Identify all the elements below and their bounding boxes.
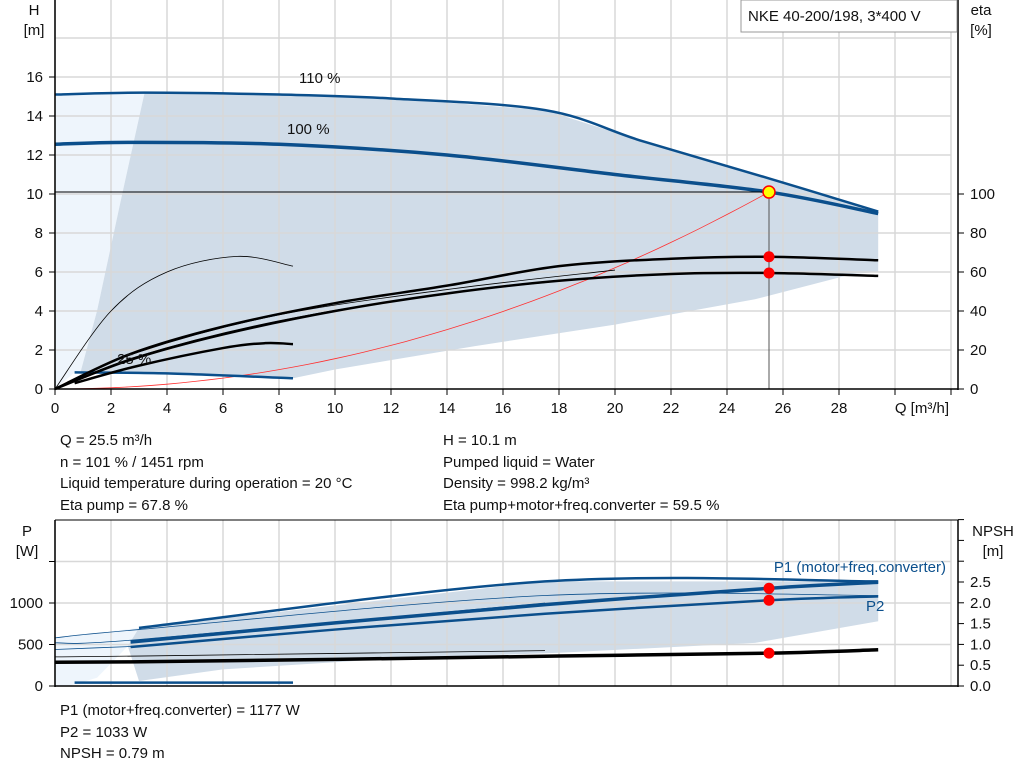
eta-curve-8: [54, 255, 294, 390]
eta-curve-7: [74, 341, 294, 385]
power-curve-5: [54, 645, 140, 650]
eta-tick-label: 80: [970, 225, 987, 242]
p2-point: [763, 594, 775, 606]
title-box: [740, 0, 958, 33]
y-tick-label: 10: [26, 186, 43, 203]
npsh-point: [763, 647, 775, 659]
eta-tick-label: 20: [970, 342, 987, 359]
p1-point: [763, 582, 775, 594]
info-liquid: Pumped liquid = Water: [443, 453, 595, 471]
p-tick-label: 1000: [10, 595, 43, 612]
x-tick-label: 22: [663, 400, 680, 417]
eta-tick-label: 100: [970, 186, 995, 203]
y-tick-label: 4: [35, 303, 43, 320]
eta-total-point: [763, 267, 775, 279]
y-axis-label: H: [29, 2, 40, 19]
x-tick-label: 12: [383, 400, 400, 417]
y-tick-label: 2: [35, 342, 43, 359]
info-top-right: H = 10.1 m Pumped liquid = Water Density…: [443, 430, 719, 516]
x-tick-label: 26: [775, 400, 792, 417]
npsh-curve-8: [54, 650, 546, 658]
npsh-tick-label: 0.5: [970, 657, 991, 674]
y-tick-label: 0: [35, 381, 43, 398]
p-tick-label: 0: [35, 678, 43, 695]
power-curve-2: [138, 576, 879, 630]
eta-tick-label: 40: [970, 303, 987, 320]
x-tick-label: 10: [327, 400, 344, 417]
info-eta-pump: Eta pump = 67.8 %: [60, 496, 188, 514]
x-tick-label: 2: [107, 400, 115, 417]
npsh-axis-unit: [m]: [983, 543, 1004, 560]
eta-tick-label: 0: [970, 381, 978, 398]
x-tick-label: 20: [607, 400, 624, 417]
x-tick-label: 24: [719, 400, 736, 417]
p-axis-label: P: [22, 523, 32, 540]
power-curve-4: [54, 602, 546, 644]
y-tick-label: 8: [35, 225, 43, 242]
npsh-tick-label: 2.5: [970, 574, 991, 591]
eta-curve-6: [54, 275, 616, 390]
info-speed: n = 101 % / 1451 rpm: [60, 453, 204, 471]
envelope-light: [55, 92, 145, 389]
x-tick-label: 18: [551, 400, 568, 417]
chart-title: NKE 40-200/198, 3*400 V: [748, 8, 921, 25]
eta-axis-label: eta: [971, 2, 993, 19]
y-tick-label: 14: [26, 108, 43, 125]
eta-curve-3: [54, 255, 879, 391]
eta-axis-unit: [%]: [970, 22, 992, 39]
eta-pump-point: [763, 251, 775, 263]
head-curve-0: [54, 91, 879, 213]
npsh-tick-label: 0.0: [970, 678, 991, 695]
bottom-envelope-light: [55, 627, 139, 686]
npsh-tick-label: 2.0: [970, 595, 991, 612]
p1-label: P1 (motor+freq.converter): [774, 559, 946, 576]
p-axis-unit: [W]: [16, 543, 39, 560]
x-tick-label: 6: [219, 400, 227, 417]
npsh-tick-label: 1.0: [970, 636, 991, 653]
info-h: H = 10.1 m: [443, 432, 517, 449]
duty-point: [762, 185, 776, 199]
info-p1: P1 (motor+freq.converter) = 1177 W: [60, 702, 300, 719]
power-curve-3: [54, 592, 879, 639]
label-110: 110 %: [299, 70, 340, 87]
info-bottom: P1 (motor+freq.converter) = 1177 W P2 = …: [60, 700, 300, 765]
x-axis-label: Q [m³/h]: [895, 400, 949, 417]
y-axis-unit: [m]: [24, 22, 45, 39]
npsh-tick-label: 1.5: [970, 616, 991, 633]
eta-curve-5: [54, 269, 616, 390]
info-p2: P2 = 1033 W: [60, 723, 148, 741]
x-tick-label: 28: [831, 400, 848, 417]
info-q: Q = 25.5 m³/h: [60, 432, 153, 449]
info-top-left: Q = 25.5 m³/h n = 101 % / 1451 rpm Liqui…: [60, 430, 352, 516]
x-tick-label: 0: [51, 400, 59, 417]
p2-label: P2: [866, 598, 884, 615]
x-tick-label: 14: [439, 400, 456, 417]
y-tick-label: 16: [26, 69, 43, 86]
p-tick-label: 500: [18, 637, 43, 654]
x-tick-label: 8: [275, 400, 283, 417]
y-tick-label: 12: [26, 147, 43, 164]
power-curve-0: [130, 580, 879, 644]
x-tick-label: 16: [495, 400, 512, 417]
label-25: 25 %: [117, 351, 151, 368]
info-npsh: NPSH = 0.79 m: [60, 745, 165, 762]
info-eta-total: Eta pump+motor+freq.converter = 59.5 %: [443, 496, 720, 514]
system-curve: [54, 191, 770, 390]
label-100: 100 %: [287, 121, 330, 138]
x-tick-label: 4: [163, 400, 171, 417]
info-density: Density = 998.2 kg/m³: [443, 475, 590, 492]
y-tick-label: 6: [35, 264, 43, 281]
info-temp: Liquid temperature during operation = 20…: [60, 475, 353, 492]
power-curve-1: [130, 595, 879, 649]
npsh-axis-label: NPSH: [972, 523, 1014, 540]
eta-tick-label: 60: [970, 264, 987, 281]
